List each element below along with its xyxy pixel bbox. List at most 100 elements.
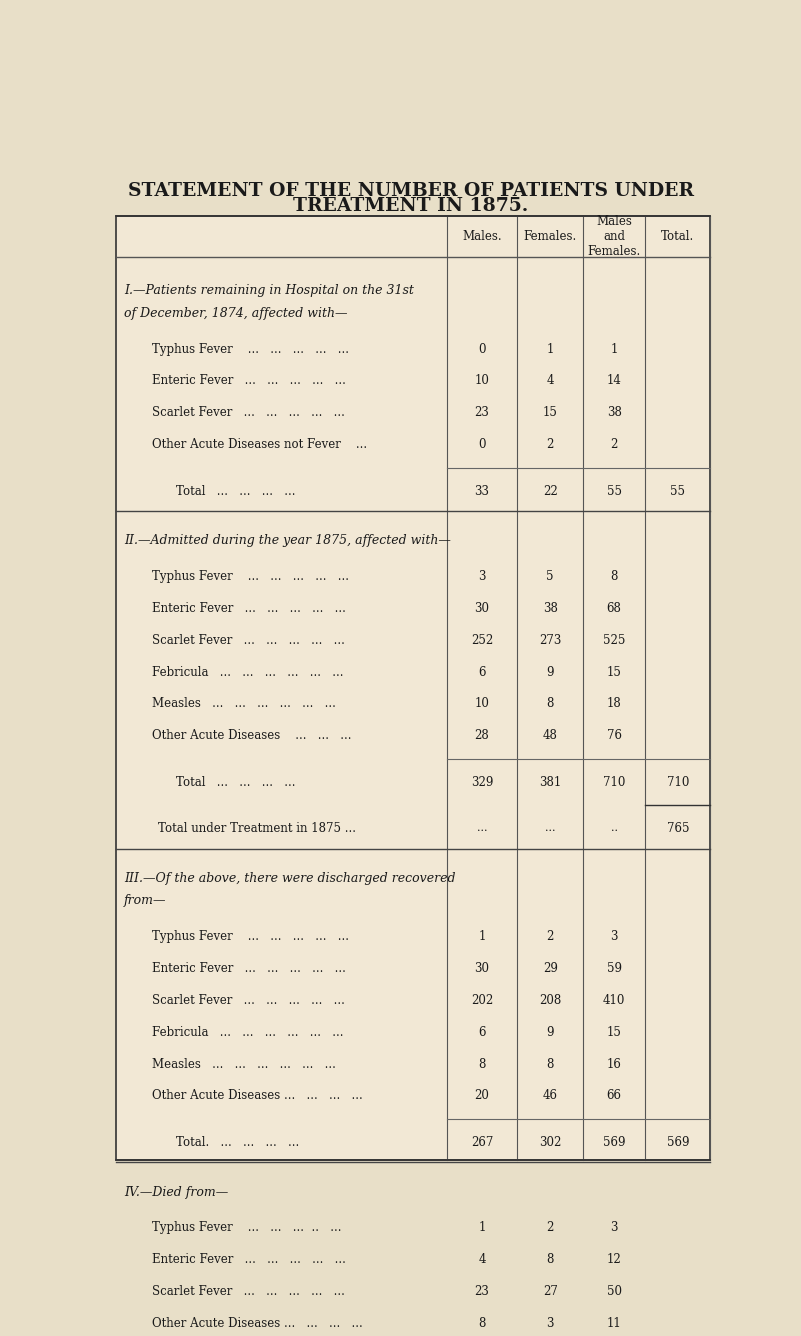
Text: 29: 29	[543, 962, 557, 975]
Text: 765: 765	[666, 822, 689, 835]
Text: 329: 329	[471, 776, 493, 788]
Text: TREATMENT IN 1875.: TREATMENT IN 1875.	[293, 198, 528, 215]
Text: 2: 2	[546, 438, 553, 452]
Text: 30: 30	[474, 962, 489, 975]
Text: Febricula   ...   ...   ...   ...   ...   ...: Febricula ... ... ... ... ... ...	[151, 665, 343, 679]
Text: 0: 0	[478, 438, 485, 452]
Text: 15: 15	[606, 665, 622, 679]
Text: of December, 1874, affected with—: of December, 1874, affected with—	[123, 307, 347, 321]
Text: 50: 50	[606, 1285, 622, 1297]
Text: 6: 6	[478, 665, 485, 679]
Text: 9: 9	[546, 1026, 554, 1038]
Text: 23: 23	[474, 406, 489, 420]
Text: ...: ...	[477, 823, 487, 834]
Text: III.—Of the above, there were discharged recovered: III.—Of the above, there were discharged…	[123, 872, 455, 884]
Text: 33: 33	[474, 485, 489, 497]
Text: 3: 3	[610, 1221, 618, 1234]
Text: 38: 38	[606, 406, 622, 420]
Text: 381: 381	[539, 776, 562, 788]
Text: 8: 8	[610, 570, 618, 582]
Text: Scarlet Fever   ...   ...   ...   ...   ...: Scarlet Fever ... ... ... ... ...	[151, 406, 344, 420]
Text: 0: 0	[478, 342, 485, 355]
Text: 710: 710	[666, 776, 689, 788]
Text: 6: 6	[478, 1026, 485, 1038]
Text: 202: 202	[471, 994, 493, 1007]
Text: Total   ...   ...   ...   ...: Total ... ... ... ...	[176, 485, 296, 497]
Text: 76: 76	[606, 729, 622, 743]
Text: Typhus Fever    ...   ...   ...   ...   ...: Typhus Fever ... ... ... ... ...	[151, 930, 348, 943]
Text: Males
and
Females.: Males and Females.	[587, 215, 641, 258]
Text: 20: 20	[474, 1089, 489, 1102]
Text: 48: 48	[543, 729, 557, 743]
Text: 208: 208	[539, 994, 562, 1007]
Text: 27: 27	[543, 1285, 557, 1297]
Text: 59: 59	[606, 962, 622, 975]
Text: 23: 23	[474, 1285, 489, 1297]
Text: Total   ...   ...   ...   ...: Total ... ... ... ...	[176, 776, 296, 788]
Text: Other Acute Diseases ...   ...   ...   ...: Other Acute Diseases ... ... ... ...	[151, 1317, 362, 1329]
Text: 1: 1	[610, 342, 618, 355]
Text: Measles   ...   ...   ...   ...   ...   ...: Measles ... ... ... ... ... ...	[151, 1058, 336, 1070]
Text: Typhus Fever    ...   ...   ...   ...   ...: Typhus Fever ... ... ... ... ...	[151, 570, 348, 582]
Text: 569: 569	[603, 1136, 626, 1149]
Text: 1: 1	[546, 342, 553, 355]
Text: Typhus Fever    ...   ...   ...  ..   ...: Typhus Fever ... ... ... .. ...	[151, 1221, 341, 1234]
Text: 2: 2	[546, 930, 553, 943]
Text: 14: 14	[606, 374, 622, 387]
Text: Other Acute Diseases    ...   ...   ...: Other Acute Diseases ... ... ...	[151, 729, 351, 743]
Text: 1: 1	[478, 930, 485, 943]
Text: STATEMENT OF THE NUMBER OF PATIENTS UNDER: STATEMENT OF THE NUMBER OF PATIENTS UNDE…	[127, 182, 694, 200]
Text: ...: ...	[545, 823, 555, 834]
Text: from—: from—	[123, 895, 167, 907]
Text: 10: 10	[474, 697, 489, 711]
Text: 10: 10	[474, 374, 489, 387]
Text: 15: 15	[543, 406, 557, 420]
Text: 410: 410	[603, 994, 626, 1007]
Text: Total under Treatment in 1875 ...: Total under Treatment in 1875 ...	[158, 822, 356, 835]
Text: 30: 30	[474, 601, 489, 615]
Text: 22: 22	[543, 485, 557, 497]
Text: 18: 18	[606, 697, 622, 711]
Text: Other Acute Diseases ...   ...   ...   ...: Other Acute Diseases ... ... ... ...	[151, 1089, 362, 1102]
Text: 525: 525	[603, 633, 626, 647]
Text: 569: 569	[666, 1136, 689, 1149]
Text: 1: 1	[478, 1221, 485, 1234]
Text: 273: 273	[539, 633, 562, 647]
Text: Scarlet Fever   ...   ...   ...   ...   ...: Scarlet Fever ... ... ... ... ...	[151, 1285, 344, 1297]
Text: Enteric Fever   ...   ...   ...   ...   ...: Enteric Fever ... ... ... ... ...	[151, 1253, 345, 1267]
Text: Females.: Females.	[524, 230, 577, 243]
Text: 8: 8	[546, 697, 553, 711]
Text: 3: 3	[610, 930, 618, 943]
Text: 3: 3	[478, 570, 485, 582]
Text: 9: 9	[546, 665, 554, 679]
Text: 2: 2	[610, 438, 618, 452]
Text: Enteric Fever   ...   ...   ...   ...   ...: Enteric Fever ... ... ... ... ...	[151, 601, 345, 615]
Text: 252: 252	[471, 633, 493, 647]
Text: Other Acute Diseases not Fever    ...: Other Acute Diseases not Fever ...	[151, 438, 367, 452]
Text: 68: 68	[606, 601, 622, 615]
Text: 55: 55	[670, 485, 686, 497]
Text: 2: 2	[546, 1221, 553, 1234]
Text: 4: 4	[478, 1253, 485, 1267]
Text: 15: 15	[606, 1026, 622, 1038]
Text: 46: 46	[543, 1089, 557, 1102]
Text: 267: 267	[471, 1136, 493, 1149]
Text: Total.   ...   ...   ...   ...: Total. ... ... ... ...	[176, 1136, 300, 1149]
Text: Typhus Fever    ...   ...   ...   ...   ...: Typhus Fever ... ... ... ... ...	[151, 342, 348, 355]
Text: 3: 3	[546, 1317, 554, 1329]
Text: 8: 8	[546, 1058, 553, 1070]
Text: 55: 55	[606, 485, 622, 497]
Text: 38: 38	[543, 601, 557, 615]
Text: IV.—Died from—: IV.—Died from—	[123, 1185, 228, 1198]
Text: 302: 302	[539, 1136, 562, 1149]
Text: II.—Admitted during the year 1875, affected with—: II.—Admitted during the year 1875, affec…	[123, 534, 451, 548]
Text: 28: 28	[474, 729, 489, 743]
Text: ..: ..	[610, 823, 618, 834]
Text: 5: 5	[546, 570, 554, 582]
Text: 11: 11	[606, 1317, 622, 1329]
Text: Males.: Males.	[462, 230, 501, 243]
Text: Febricula   ...   ...   ...   ...   ...   ...: Febricula ... ... ... ... ... ...	[151, 1026, 343, 1038]
Text: I.—Patients remaining in Hospital on the 31st: I.—Patients remaining in Hospital on the…	[123, 285, 413, 298]
Text: Enteric Fever   ...   ...   ...   ...   ...: Enteric Fever ... ... ... ... ...	[151, 374, 345, 387]
Text: 8: 8	[478, 1058, 485, 1070]
